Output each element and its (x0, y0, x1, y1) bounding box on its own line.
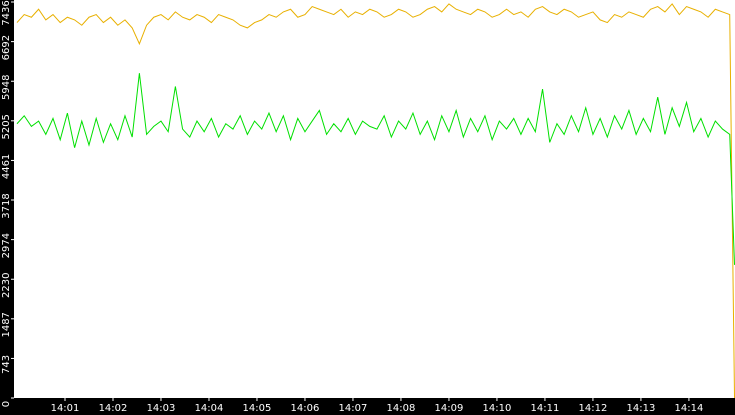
series-line (16, 73, 735, 265)
y-tick-label: 1487 (1, 312, 12, 337)
series-line (16, 3, 735, 399)
x-tick-label: 14:07 (339, 403, 368, 414)
x-tick-label: 14:13 (627, 403, 656, 414)
x-tick-label: 14:06 (291, 403, 320, 414)
y-tick-label: 6692 (1, 35, 12, 60)
y-tick-label: 5205 (1, 114, 12, 139)
y-tick-label: 2974 (1, 233, 12, 258)
y-tick-label: 5948 (1, 75, 12, 100)
x-tick-label: 14:02 (99, 403, 128, 414)
x-tick-label: 14:08 (387, 403, 416, 414)
y-tick-label: 0 (1, 401, 12, 407)
x-tick-label: 14:05 (243, 403, 272, 414)
x-axis-band (0, 398, 735, 415)
x-tick-label: 14:11 (531, 403, 560, 414)
x-tick-label: 14:09 (435, 403, 464, 414)
y-tick-label: 3718 (1, 193, 12, 218)
y-tick-label: 2230 (1, 273, 12, 298)
x-tick-label: 14:04 (195, 403, 224, 414)
y-tick-label: 7436 (1, 0, 12, 25)
y-axis-band (0, 0, 14, 415)
x-tick-label: 14:12 (579, 403, 608, 414)
y-tick-label: 743 (1, 355, 12, 374)
x-tick-label: 14:03 (147, 403, 176, 414)
x-tick-label: 14:01 (51, 403, 80, 414)
x-tick-label: 14:10 (483, 403, 512, 414)
x-tick-label: 14:14 (675, 403, 704, 414)
y-tick-label: 4461 (1, 154, 12, 179)
